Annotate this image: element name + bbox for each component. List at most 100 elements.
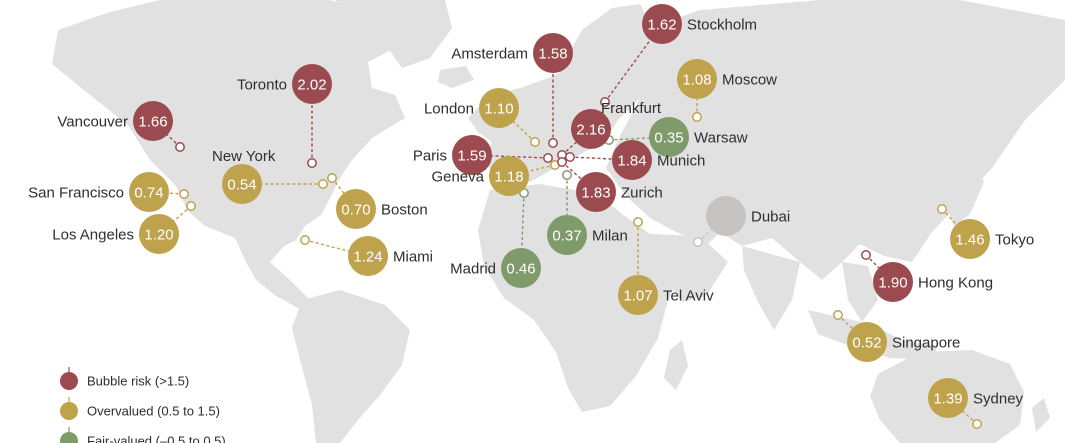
city-value-stockholm: 1.62 bbox=[647, 17, 676, 34]
location-marker-boston bbox=[327, 173, 337, 183]
city-bubble-hong-kong bbox=[873, 262, 913, 302]
land-madagascar bbox=[664, 340, 688, 390]
location-marker-san-francisco bbox=[179, 189, 189, 199]
city-label-hong-kong: Hong Kong bbox=[918, 275, 993, 292]
legend-label-fair-valued: Fair-valued (–0.5 to 0.5) bbox=[87, 434, 226, 443]
location-marker-munich bbox=[565, 152, 575, 162]
location-marker-zurich bbox=[557, 157, 567, 167]
city-label-milan: Milan bbox=[592, 228, 628, 245]
location-marker-amsterdam bbox=[548, 138, 558, 148]
city-bubble-los-angeles bbox=[139, 214, 179, 254]
location-marker-stockholm bbox=[600, 97, 610, 107]
land-iceland bbox=[438, 66, 474, 88]
city-value-frankfurt: 2.16 bbox=[576, 122, 605, 139]
city-bubble-amsterdam bbox=[533, 33, 573, 73]
city-value-toronto: 2.02 bbox=[297, 77, 326, 94]
city-label-frankfurt: Frankfurt bbox=[601, 100, 662, 117]
city-label-singapore: Singapore bbox=[892, 335, 960, 352]
city-value-tel-aviv: 1.07 bbox=[623, 288, 652, 305]
legend-label-bubble-risk: Bubble risk (>1.5) bbox=[87, 374, 189, 389]
city-bubble-san-francisco bbox=[129, 172, 169, 212]
city-value-new-york: 0.54 bbox=[227, 177, 256, 194]
city-bubbles: 1.62 Stockholm 1.58 Amsterdam 1.08 Moscow 2.02… bbox=[28, 4, 1034, 418]
city-bubble-boston bbox=[336, 189, 376, 229]
city-bubble-sydney bbox=[928, 378, 968, 418]
city-label-munich: Munich bbox=[657, 153, 705, 170]
city-bubble-zurich bbox=[576, 172, 616, 212]
location-marker-miami bbox=[300, 235, 310, 245]
city-value-boston: 0.70 bbox=[341, 202, 370, 219]
city-value-vancouver: 1.66 bbox=[138, 114, 167, 131]
city-value-amsterdam: 1.58 bbox=[538, 46, 567, 63]
city-label-sydney: Sydney bbox=[973, 391, 1024, 408]
city-label-geneva: Geneva bbox=[431, 169, 484, 186]
city-bubble-tokyo bbox=[950, 219, 990, 259]
city-label-tokyo: Tokyo bbox=[995, 232, 1034, 249]
location-marker-new-york bbox=[318, 179, 328, 189]
location-marker-paris bbox=[543, 153, 553, 163]
city-bubble-miami bbox=[348, 236, 388, 276]
city-value-los-angeles: 1.20 bbox=[144, 227, 173, 244]
location-marker-singapore bbox=[833, 310, 843, 320]
city-value-geneva: 1.18 bbox=[494, 169, 523, 186]
city-label-london: London bbox=[424, 101, 474, 118]
city-label-amsterdam: Amsterdam bbox=[451, 46, 528, 63]
city-bubble-paris bbox=[452, 135, 492, 175]
city-value-san-francisco: 0.74 bbox=[134, 185, 163, 202]
city-label-stockholm: Stockholm bbox=[687, 17, 757, 34]
city-label-san-francisco: San Francisco bbox=[28, 185, 124, 202]
city-bubble-stockholm bbox=[642, 4, 682, 44]
location-marker-london bbox=[530, 137, 540, 147]
city-bubble-toronto bbox=[292, 64, 332, 104]
city-label-dubai: Dubai bbox=[751, 209, 790, 226]
location-marker-dubai bbox=[693, 237, 703, 247]
city-value-paris: 1.59 bbox=[457, 148, 486, 165]
city-value-munich: 1.84 bbox=[617, 153, 646, 170]
city-label-warsaw: Warsaw bbox=[694, 130, 748, 147]
legend-swatch-bubble-risk bbox=[60, 372, 78, 390]
city-label-vancouver: Vancouver bbox=[57, 114, 128, 131]
legend-swatch-overvalued bbox=[60, 402, 78, 420]
city-bubble-geneva bbox=[489, 156, 529, 196]
city-value-madrid: 0.46 bbox=[506, 261, 535, 278]
city-bubble-frankfurt bbox=[571, 109, 611, 149]
land-africa bbox=[478, 184, 682, 412]
city-bubble-moscow bbox=[677, 59, 717, 99]
location-marker-tokyo bbox=[937, 204, 947, 214]
city-label-miami: Miami bbox=[393, 249, 433, 266]
city-value-miami: 1.24 bbox=[353, 249, 382, 266]
city-value-warsaw: 0.35 bbox=[654, 130, 683, 147]
legend-label-overvalued: Overvalued (0.5 to 1.5) bbox=[87, 404, 220, 419]
city-value-zurich: 1.83 bbox=[581, 185, 610, 202]
city-bubble-vancouver bbox=[133, 101, 173, 141]
land-new-zealand bbox=[1032, 398, 1050, 432]
land-south-america bbox=[292, 290, 410, 443]
city-label-tel-aviv: Tel Aviv bbox=[663, 288, 714, 305]
city-bubble-london bbox=[479, 88, 519, 128]
city-label-paris: Paris bbox=[413, 148, 447, 165]
city-label-toronto: Toronto bbox=[237, 77, 287, 94]
city-value-hong-kong: 1.90 bbox=[878, 275, 907, 292]
city-bubble-milan bbox=[547, 215, 587, 255]
city-bubble-tel-aviv bbox=[618, 275, 658, 315]
location-marker-hong-kong bbox=[861, 250, 871, 260]
city-bubble-dubai bbox=[706, 196, 746, 236]
city-label-los-angeles: Los Angeles bbox=[52, 227, 134, 244]
land-scandinavia bbox=[560, 4, 650, 92]
city-value-london: 1.10 bbox=[484, 101, 513, 118]
city-bubble-singapore bbox=[847, 322, 887, 362]
land-greenland bbox=[335, 0, 452, 68]
land-arabia bbox=[650, 234, 728, 302]
city-bubble-munich bbox=[612, 140, 652, 180]
location-marker-sydney bbox=[972, 419, 982, 429]
land-central-america bbox=[246, 262, 310, 308]
land-japan bbox=[946, 156, 984, 226]
city-value-sydney: 1.39 bbox=[933, 391, 962, 408]
city-bubble-madrid bbox=[501, 248, 541, 288]
city-label-moscow: Moscow bbox=[722, 72, 777, 89]
city-label-new-york: New York bbox=[212, 148, 276, 165]
legend: Bubble risk (>1.5) Overvalued (0.5 to 1.5… bbox=[60, 367, 226, 443]
land-india bbox=[742, 246, 800, 330]
